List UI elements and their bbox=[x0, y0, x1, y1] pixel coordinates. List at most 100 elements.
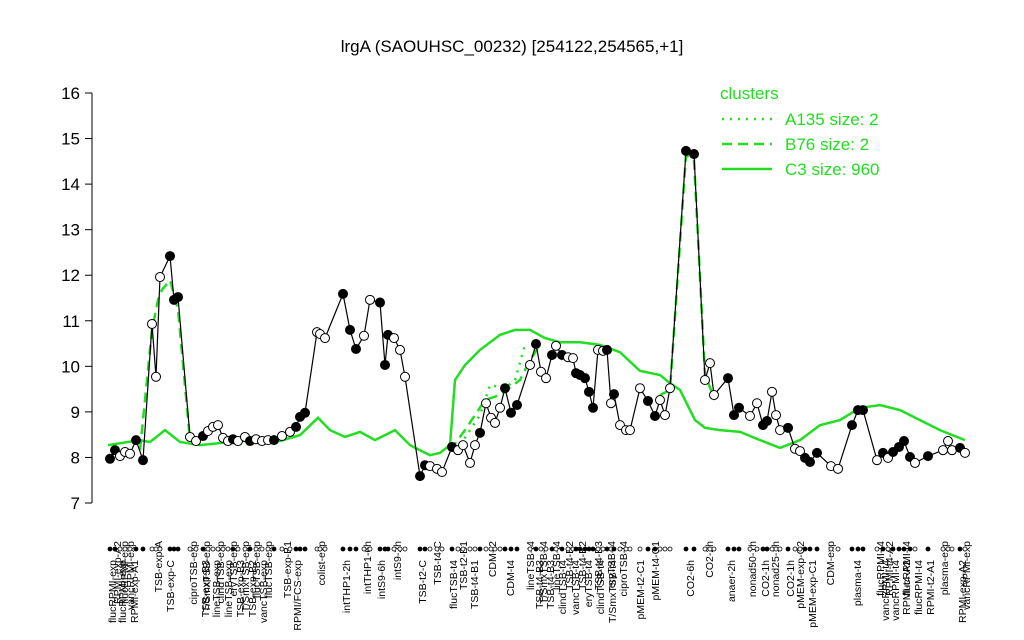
rug-point bbox=[828, 546, 834, 552]
x-tick-label: eryTSB-exp bbox=[228, 541, 240, 597]
rug-point bbox=[543, 546, 549, 552]
rug-point bbox=[417, 546, 423, 552]
rug-point bbox=[175, 546, 181, 552]
x-tick-label: TSB-t4-B2 bbox=[577, 541, 589, 590]
rug-point bbox=[945, 546, 951, 552]
data-point bbox=[795, 446, 805, 457]
rug-point bbox=[377, 546, 383, 552]
rug-point bbox=[107, 546, 113, 552]
rug-point bbox=[397, 546, 403, 552]
rug-point bbox=[957, 546, 963, 552]
data-point bbox=[606, 398, 616, 409]
x-tick-label: CO2-1h bbox=[760, 560, 772, 597]
y-tick-label: 16 bbox=[61, 84, 80, 103]
chart-title: lrgA (SAOUHSC_00232) [254122,254565,+1] bbox=[341, 37, 684, 56]
x-tick-label: CDM-t2 bbox=[487, 541, 499, 577]
x-tick-label: flucTSB-exp bbox=[263, 541, 275, 598]
rug-point bbox=[802, 546, 808, 552]
x-tick-label: eryTSB-t4 bbox=[583, 560, 595, 607]
data-point bbox=[125, 448, 135, 459]
rug-point bbox=[792, 546, 798, 552]
data-point bbox=[465, 457, 475, 468]
rug-point bbox=[769, 546, 775, 552]
rug-point bbox=[302, 546, 308, 552]
data-point bbox=[475, 427, 485, 438]
rug-point bbox=[896, 546, 902, 552]
x-tick-label: RPMI-t2-A1 bbox=[925, 560, 937, 615]
x-tick-label: T/SmxTSB-t4 bbox=[607, 560, 619, 623]
rug-point bbox=[890, 546, 896, 552]
rug-point bbox=[297, 546, 303, 552]
rug-point bbox=[112, 546, 118, 552]
x-tick-label: lineTSB-t4 bbox=[551, 541, 563, 590]
data-point bbox=[380, 359, 390, 370]
rug-point bbox=[577, 546, 583, 552]
rug-point bbox=[422, 546, 428, 552]
rug-point bbox=[617, 546, 623, 552]
data-point bbox=[470, 440, 480, 451]
rug-point bbox=[754, 546, 760, 552]
data-point bbox=[709, 390, 719, 401]
x-tick-label: flucRPMI-t4 bbox=[913, 560, 925, 615]
rug-point bbox=[200, 546, 206, 552]
x-tick-label: clindTSB-t4 bbox=[595, 560, 607, 614]
data-point bbox=[899, 436, 909, 447]
rug-point bbox=[225, 546, 231, 552]
data-point bbox=[389, 333, 399, 344]
legend-label: B76 size: 2 bbox=[785, 135, 869, 154]
data-point bbox=[213, 420, 223, 431]
x-tick-label: CO2-6h bbox=[685, 560, 697, 597]
rug-point bbox=[514, 546, 520, 552]
x-tick-label: intTHP1-6h bbox=[362, 541, 374, 594]
rug-point bbox=[747, 546, 753, 552]
data-point bbox=[415, 471, 425, 482]
rug-point bbox=[559, 546, 565, 552]
x-tick-label: TSB-exp-A bbox=[153, 541, 165, 592]
rug-point bbox=[949, 546, 955, 552]
rug-point bbox=[477, 546, 483, 552]
y-tick-label: 10 bbox=[61, 357, 80, 376]
x-tick-label: T/SmxTSB-exp bbox=[201, 541, 213, 612]
rug-point bbox=[683, 546, 689, 552]
y-tick-label: 14 bbox=[61, 175, 80, 194]
rug-point bbox=[287, 546, 293, 552]
rug-point bbox=[187, 546, 193, 552]
x-tick-label: pMEM-exp-C2 bbox=[795, 541, 807, 609]
rug-point bbox=[220, 546, 226, 552]
legend-label: A135 size: 2 bbox=[785, 110, 879, 129]
data-point bbox=[705, 358, 715, 369]
x-tick-label: vancRPMI-t4 bbox=[880, 560, 892, 621]
rug-point bbox=[247, 546, 253, 552]
data-point bbox=[105, 453, 115, 464]
data-point bbox=[525, 359, 535, 370]
x-tick-label: clindTSB-t4 bbox=[557, 560, 569, 614]
x-tick-label: TSB-t4-B3 bbox=[545, 560, 557, 609]
x-tick-label: TSB-t4-B2 bbox=[564, 541, 576, 590]
x-tick-label: T/SmxTSB-exp bbox=[240, 541, 252, 612]
x-tick-label: flucRPMI-t4 bbox=[901, 541, 913, 596]
rug-point bbox=[427, 546, 433, 552]
data-point bbox=[191, 436, 201, 447]
rug-point bbox=[265, 546, 271, 552]
data-point bbox=[588, 402, 598, 413]
data-point bbox=[734, 402, 744, 413]
data-point bbox=[700, 375, 710, 385]
x-tick-label: TSB-exp-B1 bbox=[282, 541, 294, 598]
rug-point bbox=[652, 546, 658, 552]
x-tick-label: vancRPMI-exp bbox=[961, 541, 973, 610]
rug-point bbox=[259, 546, 265, 552]
data-point bbox=[602, 344, 612, 355]
rug-point bbox=[253, 546, 259, 552]
data-point bbox=[490, 417, 500, 428]
rug-point bbox=[385, 546, 391, 552]
rug-point bbox=[538, 546, 544, 552]
rug-point bbox=[565, 546, 571, 552]
rug-point bbox=[317, 546, 323, 552]
data-point bbox=[767, 386, 777, 397]
data-point bbox=[762, 416, 772, 426]
rug-point bbox=[725, 546, 731, 552]
x-tick-label: vancRPMI-exp bbox=[125, 541, 137, 610]
data-point bbox=[729, 410, 739, 421]
x-tick-label: RPMI/FCS-exp bbox=[292, 560, 304, 631]
